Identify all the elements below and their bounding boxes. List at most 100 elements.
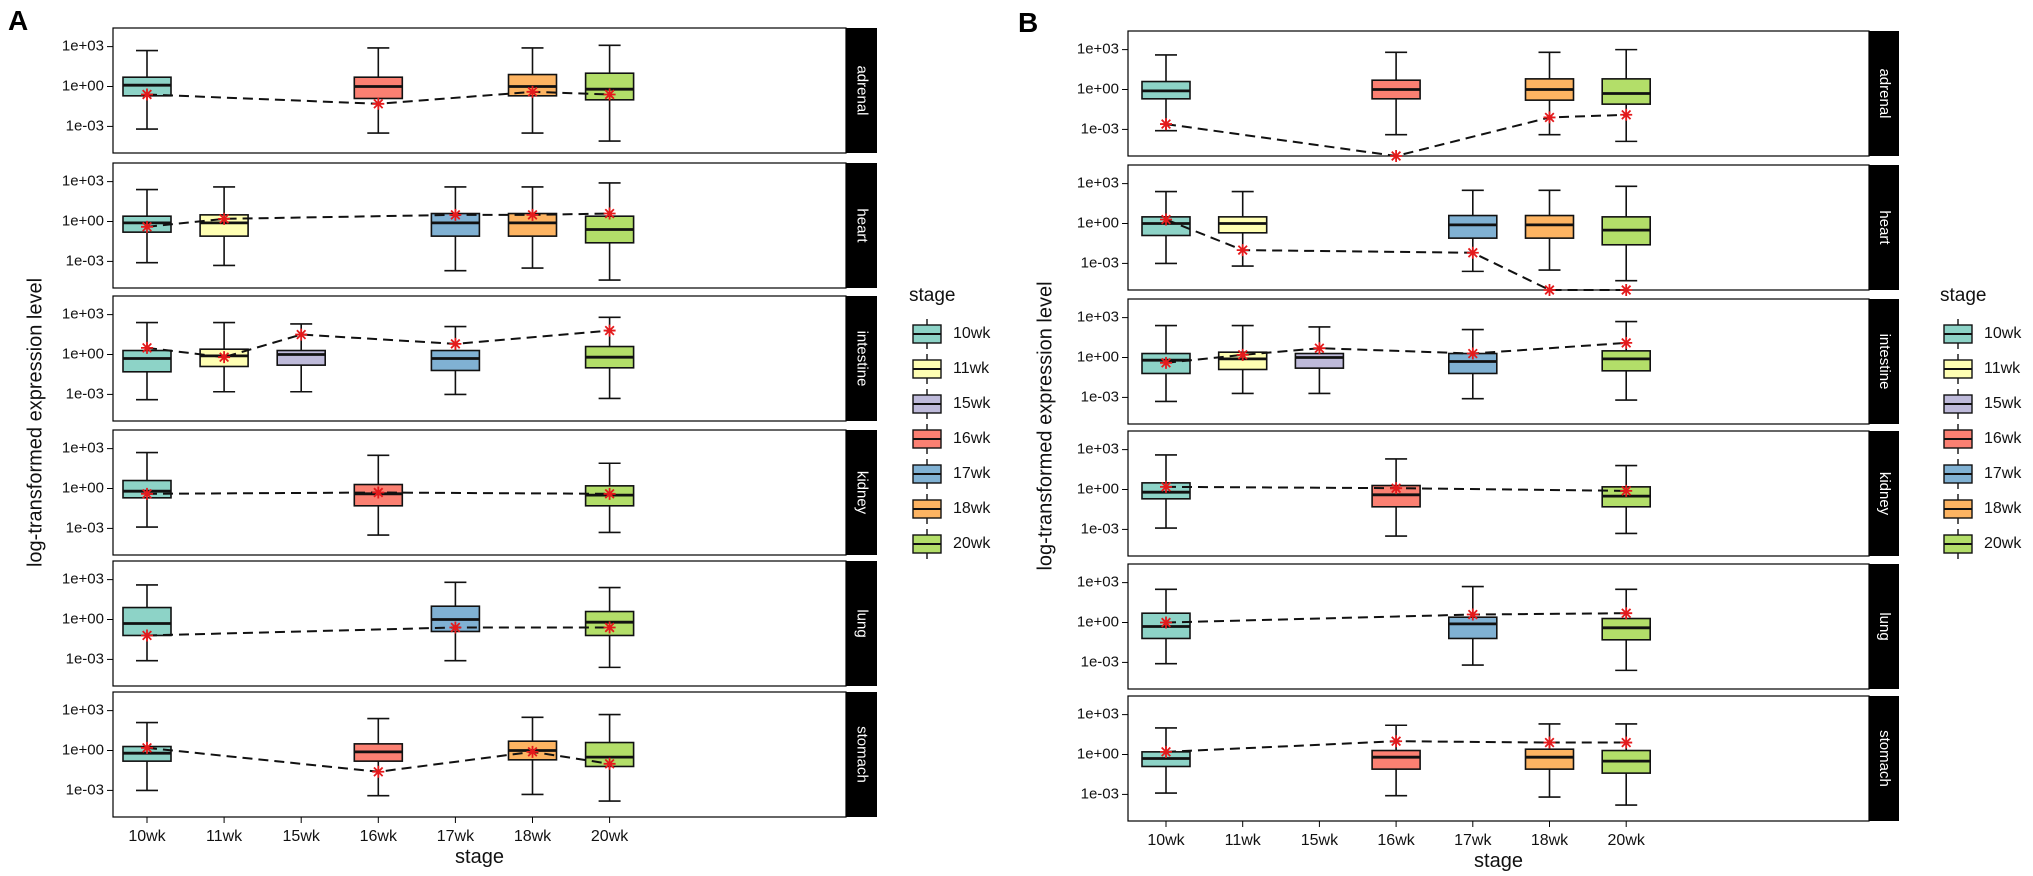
trend-marker-10wk bbox=[1160, 616, 1172, 629]
box-16wk bbox=[353, 47, 404, 134]
x-tick-label: 10wk bbox=[128, 828, 166, 845]
trend-marker-10wk bbox=[141, 629, 153, 642]
trend-marker-11wk bbox=[218, 212, 231, 225]
trend-marker-20wk bbox=[603, 324, 616, 337]
x-tick-label: 16wk bbox=[1377, 832, 1415, 849]
y-tick-label: 1e+00 bbox=[62, 610, 104, 627]
y-tick-label: 1e+00 bbox=[1077, 214, 1119, 231]
trend-marker-star bbox=[1620, 336, 1633, 349]
trend-marker-20wk bbox=[1620, 736, 1633, 749]
trend-marker-20wk bbox=[1620, 336, 1633, 349]
y-tick-label: 1e+03 bbox=[62, 440, 104, 457]
trend-marker-18wk bbox=[526, 208, 539, 221]
facet-intestine: intestine 1e+03 1e+00 1e-03 bbox=[62, 295, 877, 422]
box-body bbox=[1524, 214, 1575, 239]
trend-marker-18wk bbox=[1543, 284, 1556, 296]
legend-item-label: 18wk bbox=[953, 500, 991, 517]
box-body bbox=[276, 349, 327, 366]
trend-marker-star bbox=[1160, 356, 1172, 369]
facet-adrenal: adrenal 1e+03 1e+00 1e-03 bbox=[1077, 30, 1899, 162]
box-18wk bbox=[507, 186, 558, 269]
x-tick-label: 20wk bbox=[1608, 832, 1646, 849]
legend-item-16wk: 16wk bbox=[1943, 424, 2022, 454]
facet-label: lung bbox=[1876, 612, 1893, 640]
trend-marker-star bbox=[141, 220, 153, 233]
facet-label: adrenal bbox=[854, 65, 871, 115]
legend: stage 10wk 11wk 15wk 16wk 17wk 18wk 20wk bbox=[909, 285, 991, 559]
trend-marker-10wk bbox=[141, 220, 153, 233]
legend-item-11wk: 11wk bbox=[1943, 354, 2021, 384]
trend-marker-17wk bbox=[1466, 608, 1479, 621]
facet-strip bbox=[1869, 165, 1899, 290]
y-tick-label: 1e-03 bbox=[1081, 785, 1119, 802]
trend-marker-star bbox=[372, 765, 385, 778]
trend-marker-16wk bbox=[372, 765, 385, 778]
legend-item-label: 15wk bbox=[953, 395, 991, 412]
trend-marker-16wk bbox=[1390, 735, 1403, 748]
legend-item-label: 15wk bbox=[1984, 395, 2022, 412]
trend-marker-11wk bbox=[1236, 348, 1249, 361]
y-tick-label: 1e+03 bbox=[62, 306, 104, 323]
y-tick-label: 1e-03 bbox=[66, 519, 104, 536]
trend-marker-star bbox=[218, 351, 231, 364]
trend-line bbox=[146, 329, 610, 359]
facet-stomach: stomach 1e+03 1e+00 1e-03 bbox=[1077, 695, 1899, 822]
box-18wk bbox=[1524, 723, 1575, 798]
trend-marker-17wk bbox=[1466, 347, 1479, 360]
facet-lung: lung 1e+03 1e+00 1e-03 bbox=[1077, 563, 1899, 690]
legend-item-20wk: 20wk bbox=[1943, 529, 2022, 559]
trend-marker-20wk bbox=[603, 207, 616, 220]
legend-item-11wk: 11wk bbox=[912, 354, 990, 384]
trend-marker-10wk bbox=[141, 487, 153, 500]
trend-marker-star bbox=[603, 207, 616, 220]
trend-marker-star bbox=[526, 208, 539, 221]
trend-marker-20wk bbox=[603, 487, 616, 500]
trend-marker-18wk bbox=[526, 745, 539, 758]
facet-frame bbox=[112, 691, 847, 818]
facet-frame bbox=[1127, 430, 1870, 557]
trend-marker-star bbox=[1620, 108, 1633, 121]
trend-marker-star bbox=[1160, 480, 1172, 493]
y-tick-label: 1e+03 bbox=[1077, 441, 1119, 458]
legend-item-label: 11wk bbox=[1984, 360, 2021, 377]
trend-marker-16wk bbox=[372, 486, 385, 499]
facet-label: stomach bbox=[1876, 730, 1893, 787]
trend-marker-star bbox=[1466, 608, 1479, 621]
legend-item-18wk: 18wk bbox=[912, 494, 991, 524]
box-20wk bbox=[1601, 320, 1651, 401]
facet-strip bbox=[846, 561, 877, 686]
facet-frame bbox=[1127, 30, 1870, 157]
trend-marker-20wk bbox=[603, 88, 616, 101]
trend-marker-star bbox=[1543, 284, 1556, 296]
trend-marker-10wk bbox=[141, 88, 153, 101]
box-body bbox=[1601, 78, 1651, 105]
facet-frame bbox=[112, 429, 847, 556]
legend-item-10wk: 10wk bbox=[912, 319, 991, 349]
trend-marker-star bbox=[1543, 736, 1556, 749]
legend-item-label: 16wk bbox=[1984, 430, 2022, 447]
facet-heart: heart 1e+03 1e+00 1e-03 bbox=[1077, 164, 1899, 296]
trend-marker-star bbox=[1543, 111, 1556, 124]
trend-marker-10wk bbox=[141, 341, 153, 354]
facet-strip bbox=[846, 28, 877, 153]
facet-stomach: stomach 1e+03 1e+00 1e-03 bbox=[62, 691, 877, 818]
legend-item-label: 18wk bbox=[1984, 500, 2022, 517]
y-tick-label: 1e+03 bbox=[62, 571, 104, 588]
trend-marker-20wk bbox=[603, 757, 616, 770]
trend-marker-11wk bbox=[1236, 244, 1249, 257]
x-tick-label: 18wk bbox=[1531, 832, 1569, 849]
facet-label: kidney bbox=[1876, 472, 1893, 516]
trend-marker-17wk bbox=[449, 337, 462, 350]
trend-marker-star bbox=[1236, 244, 1249, 257]
legend-item-18wk: 18wk bbox=[1943, 494, 2022, 524]
y-tick-label: 1e+03 bbox=[62, 173, 104, 190]
trend-marker-18wk bbox=[1543, 736, 1556, 749]
box-body bbox=[1294, 352, 1345, 369]
y-tick-label: 1e+00 bbox=[1077, 745, 1119, 762]
trend-marker-10wk bbox=[1160, 745, 1172, 758]
facet-label: lung bbox=[854, 609, 871, 637]
x-tick-label: 10wk bbox=[1147, 832, 1185, 849]
trend-line bbox=[1165, 341, 1627, 364]
trend-marker-20wk bbox=[1620, 607, 1633, 620]
trend-marker-10wk bbox=[1160, 480, 1172, 493]
